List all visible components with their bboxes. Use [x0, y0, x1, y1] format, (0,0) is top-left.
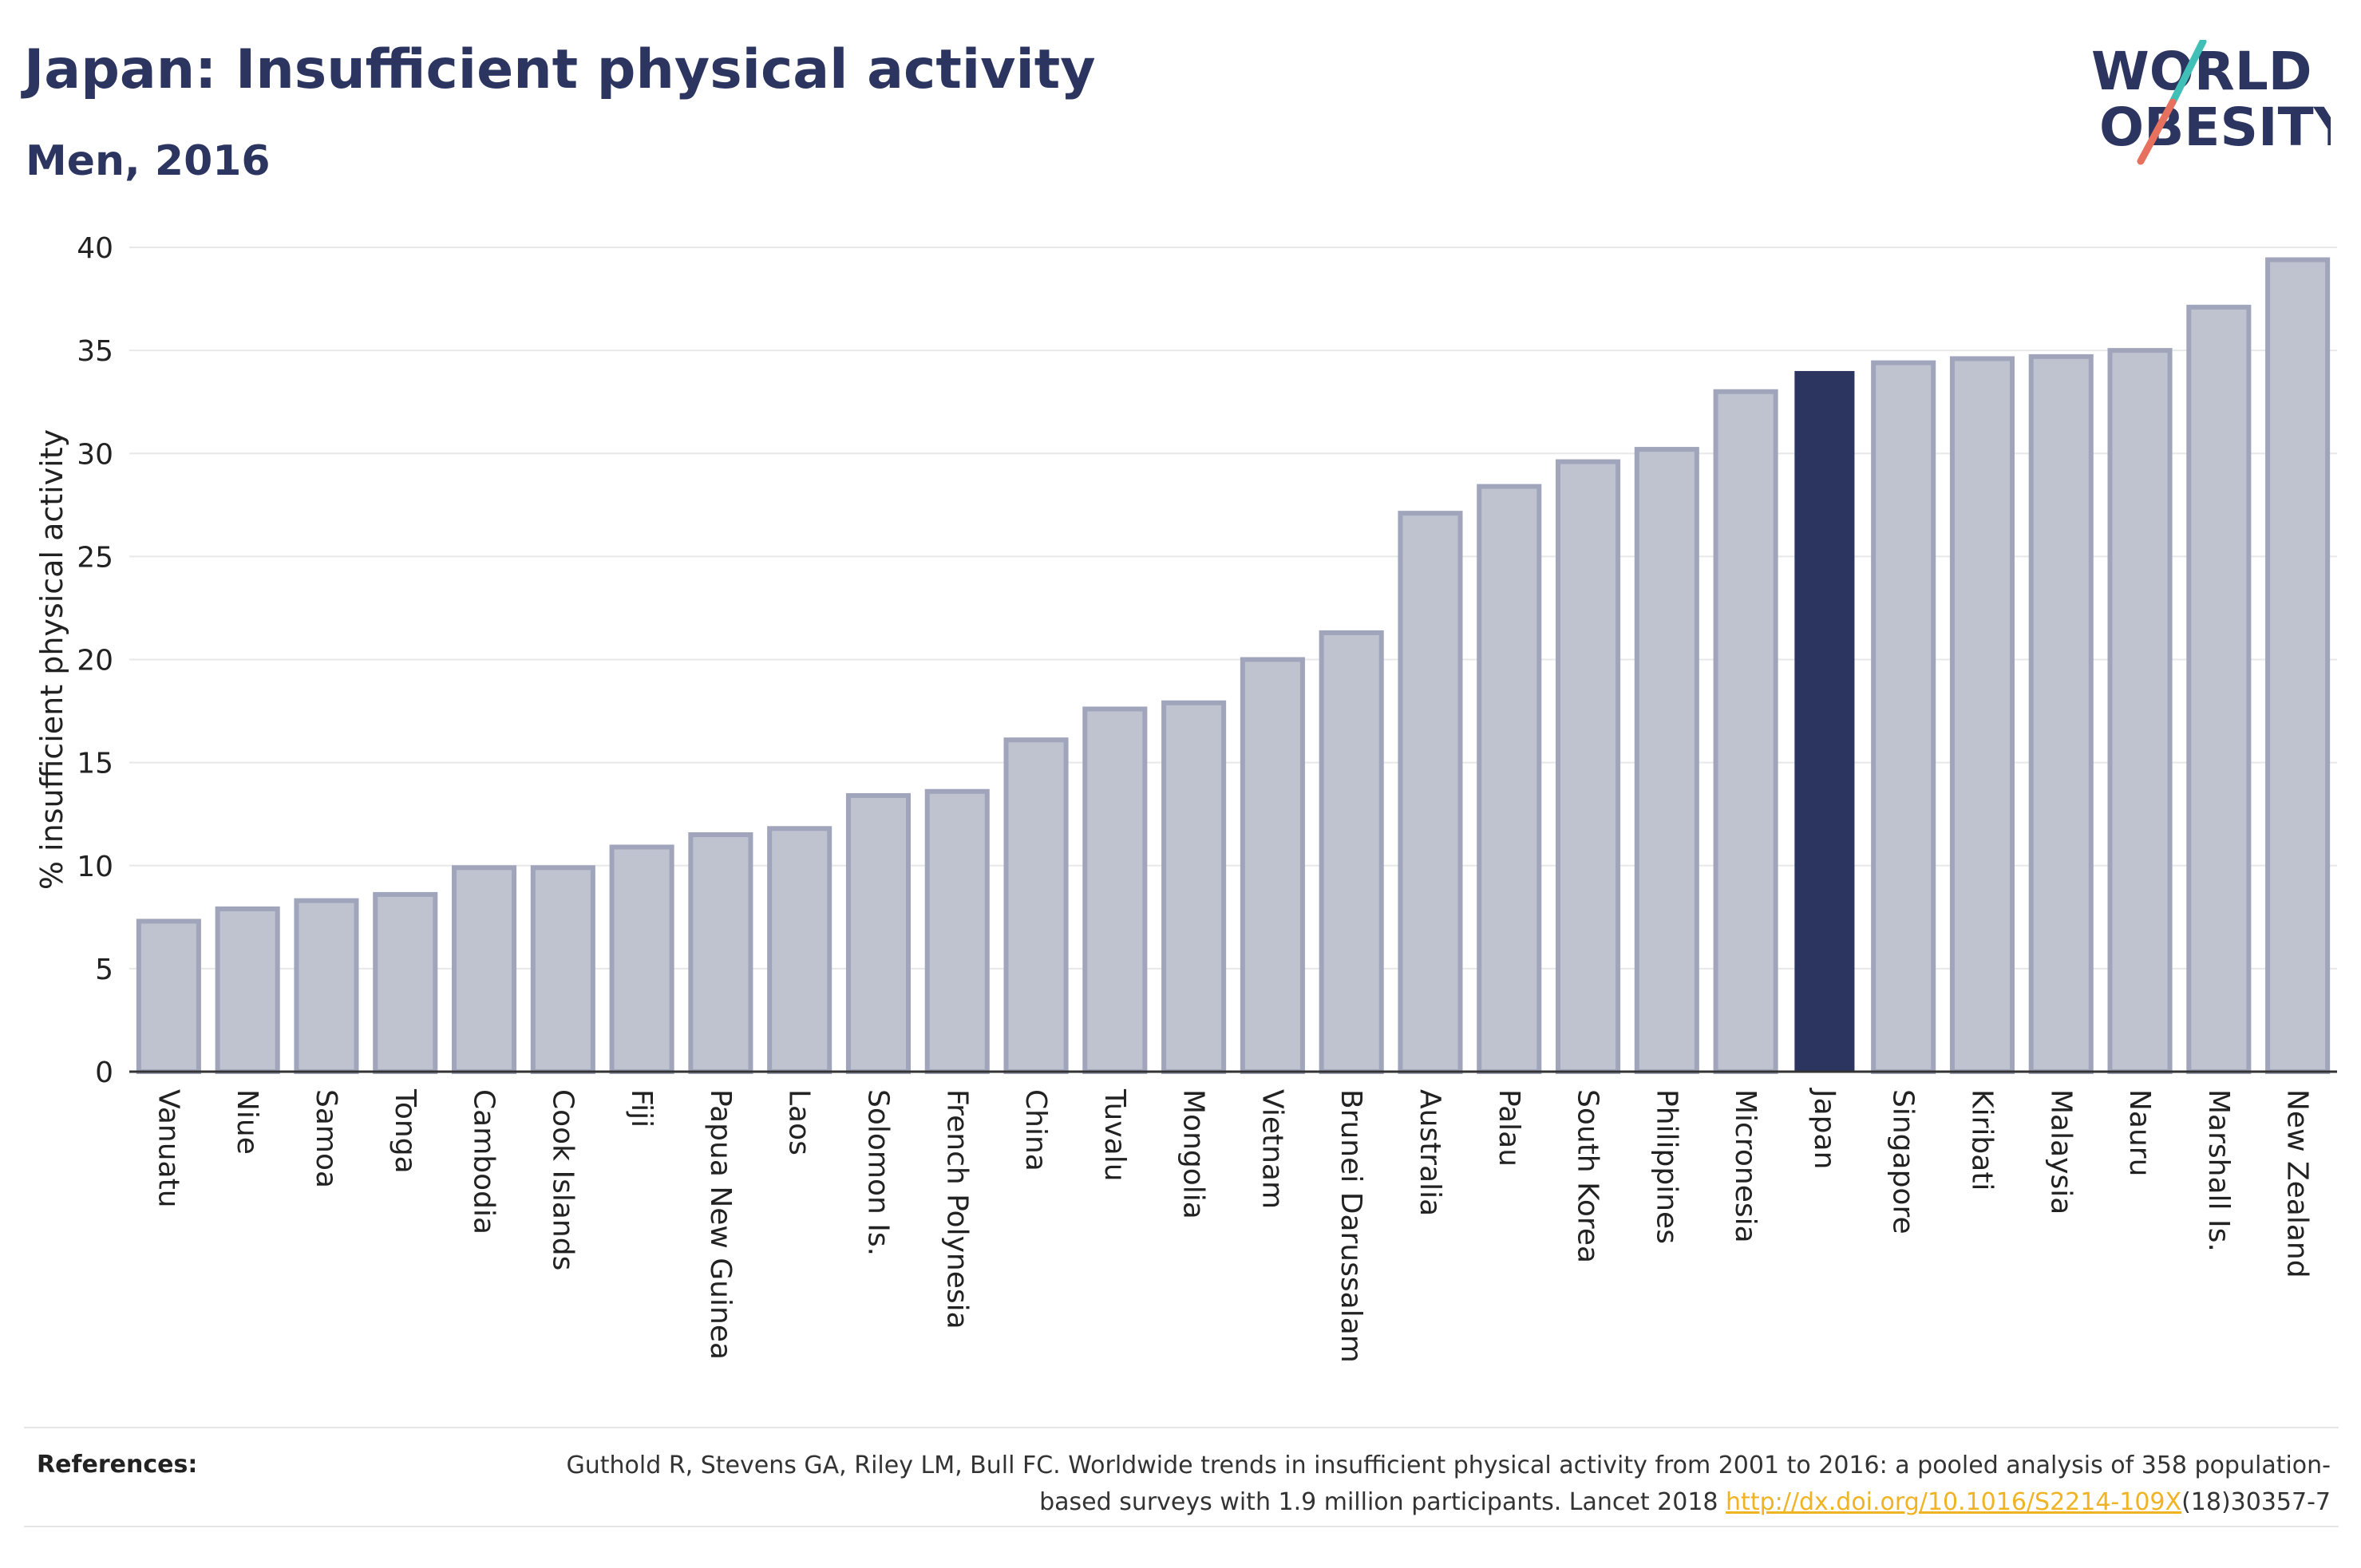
references-doi-link[interactable]: http://dx.doi.org/10.1016/S2214-109X: [1726, 1488, 2182, 1516]
references-citation-suffix: (18)30357-7: [2181, 1488, 2331, 1516]
x-tick-label: Philippines: [1650, 1089, 1683, 1244]
y-axis-label: % insufficient physical activity: [34, 429, 69, 890]
x-tick-label: China: [1019, 1089, 1052, 1171]
references-top-divider: [24, 1427, 2339, 1428]
bar-australia: [1398, 511, 1463, 1074]
x-tick-label: Tuvalu: [1098, 1088, 1131, 1182]
x-tick-label: Malaysia: [2044, 1089, 2077, 1215]
x-tick-label: Vietnam: [1256, 1089, 1288, 1209]
x-tick-label: Fiji: [625, 1089, 658, 1128]
references-text: Guthold R, Stevens GA, Riley LM, Bull FC…: [495, 1448, 2331, 1521]
logo-slash-teal: [2169, 40, 2207, 106]
x-tick-label: Brunei Darussalam: [1335, 1089, 1367, 1363]
bar-singapore: [1871, 360, 1936, 1074]
bar-mongolia: [1161, 700, 1227, 1074]
bar-solomon-is: [845, 792, 912, 1074]
bar-tuvalu: [1082, 706, 1148, 1074]
y-tick-label: 0: [95, 1057, 113, 1089]
bar-micronesia: [1713, 389, 1778, 1074]
x-tick-label: Cook Islands: [546, 1089, 579, 1270]
logo-word-obesity: OBESITY: [2099, 97, 2331, 158]
bar-philippines: [1634, 447, 1699, 1074]
bar-china: [1003, 737, 1069, 1075]
bar-palau: [1477, 484, 1542, 1074]
bar-japan: [1794, 370, 1855, 1072]
bar-fiji: [609, 844, 674, 1074]
x-tick-label: Singapore: [1887, 1089, 1920, 1234]
y-tick-label: 30: [77, 438, 113, 471]
bar-cook-islands: [530, 865, 595, 1075]
bar-new-zealand: [2265, 257, 2331, 1074]
x-tick-label: Tonga: [389, 1088, 421, 1174]
y-tick-label: 40: [77, 232, 113, 265]
bars: [136, 257, 2331, 1075]
y-tick-label: 25: [77, 541, 113, 574]
bar-south-korea: [1555, 459, 1621, 1074]
bar-french-polynesia: [924, 788, 990, 1075]
references-label: References:: [37, 1451, 198, 1479]
chart-title: Japan: Insufficient physical activity: [24, 38, 1096, 101]
x-tick-label: Cambodia: [468, 1089, 500, 1234]
bar-papua-new-guinea: [688, 832, 753, 1074]
x-tick-label: Mongolia: [1177, 1089, 1210, 1219]
x-tick-label: French Polynesia: [940, 1089, 973, 1329]
x-tick-label: Vanuatu: [152, 1089, 184, 1208]
x-tick-label: Japan: [1808, 1088, 1841, 1169]
x-tick-label: Micronesia: [1729, 1089, 1762, 1243]
bar-tonga: [373, 891, 438, 1075]
x-tick-label: Australia: [1414, 1089, 1446, 1216]
x-tick-label: Niue: [231, 1089, 263, 1155]
bar-vietnam: [1240, 657, 1305, 1074]
bar-laos: [767, 826, 832, 1074]
x-tick-label: Laos: [783, 1089, 816, 1155]
y-tick-label: 5: [95, 954, 113, 986]
x-tick-label: New Zealand: [2281, 1089, 2314, 1278]
axes: 0 5 10 15 20 25 30 35 40 Vanuatu Niue Samoa Tonga Cam…: [77, 232, 2337, 1363]
bar-niue: [215, 906, 280, 1075]
x-tick-label: Papua New Guinea: [704, 1089, 737, 1360]
x-tick-label: Palau: [1493, 1089, 1525, 1167]
y-tick-label: 35: [77, 335, 113, 368]
x-tick-label: Marshall Is.: [2202, 1089, 2235, 1252]
x-tick-label: Kiribati: [1965, 1089, 1998, 1191]
bar-malaysia: [2028, 353, 2094, 1074]
bar-cambodia: [451, 865, 517, 1075]
world-obesity-logo: WORLD OBESITY: [2091, 40, 2331, 165]
bar-nauru: [2107, 348, 2173, 1074]
bar-brunei-darussalam: [1319, 630, 1384, 1074]
x-tick-label: Samoa: [310, 1089, 342, 1188]
y-tick-label: 15: [77, 748, 113, 780]
chart-subtitle: Men, 2016: [26, 137, 271, 185]
references-bottom-divider: [24, 1526, 2339, 1527]
bar-vanuatu: [136, 918, 201, 1075]
bar-chart: 0 5 10 15 20 25 30 35 40 Vanuatu Niue Samoa Tonga Cam…: [34, 232, 2337, 1363]
logo-slash-coral: [2137, 98, 2177, 165]
y-tick-label: 20: [77, 645, 113, 677]
bar-marshall-is: [2186, 304, 2252, 1074]
x-tick-label: South Korea: [1572, 1089, 1604, 1263]
bar-kiribati: [1949, 356, 2015, 1074]
references-citation: Guthold R, Stevens GA, Riley LM, Bull FC…: [566, 1451, 2331, 1516]
bar-samoa: [294, 898, 359, 1074]
y-tick-label: 10: [77, 851, 113, 883]
x-tick-label: Solomon Is.: [861, 1089, 894, 1256]
x-tick-label: Nauru: [2123, 1089, 2156, 1176]
